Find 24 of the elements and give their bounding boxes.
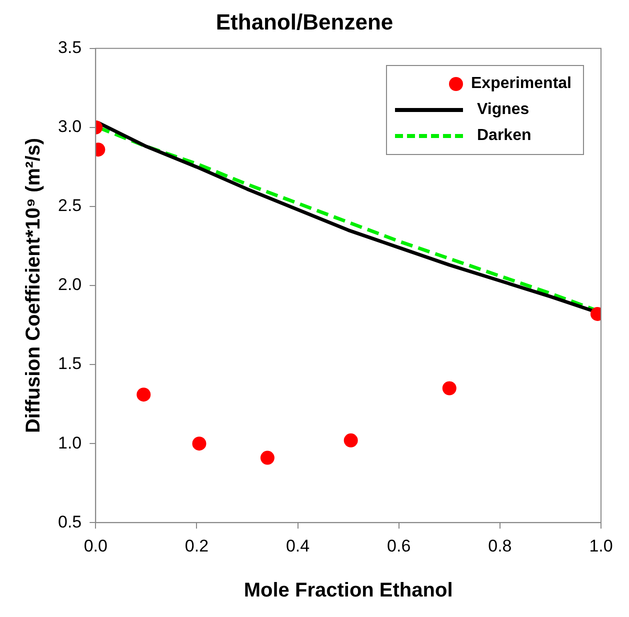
point: [260, 450, 274, 465]
x-tick-label: 0.2: [184, 536, 209, 556]
x-tick-label: 0.6: [387, 536, 411, 556]
point: [136, 388, 151, 402]
point: [442, 381, 456, 396]
legend-label: Darken: [477, 127, 532, 146]
chart-title: Ethanol/Benzene: [216, 9, 394, 34]
x-tick-label: 0.4: [286, 536, 310, 556]
x-axis-title: Mole Fraction Ethanol: [244, 580, 453, 602]
point: [192, 436, 206, 451]
y-tick-label: 2.0: [58, 275, 82, 294]
point: [344, 433, 358, 448]
legend-label: Experimental: [471, 75, 572, 94]
y-tick-label: 1.0: [58, 433, 82, 452]
y-tick-label: 1.5: [58, 354, 82, 374]
y-tick-label: 2.5: [58, 196, 82, 216]
x-tick-label: 0.0: [84, 536, 108, 556]
y-tick-label: 0.5: [58, 512, 82, 532]
x-tick-label: 0.8: [488, 536, 512, 556]
y-axis-title: Diffusion Coefficient*10⁹ (m²/s): [22, 138, 45, 434]
y-tick-label: 3.5: [58, 38, 82, 58]
legend-label: Vignes: [477, 101, 530, 120]
y-tick-label: 3.0: [58, 117, 82, 136]
x-tick-label: 1.0: [589, 536, 613, 556]
